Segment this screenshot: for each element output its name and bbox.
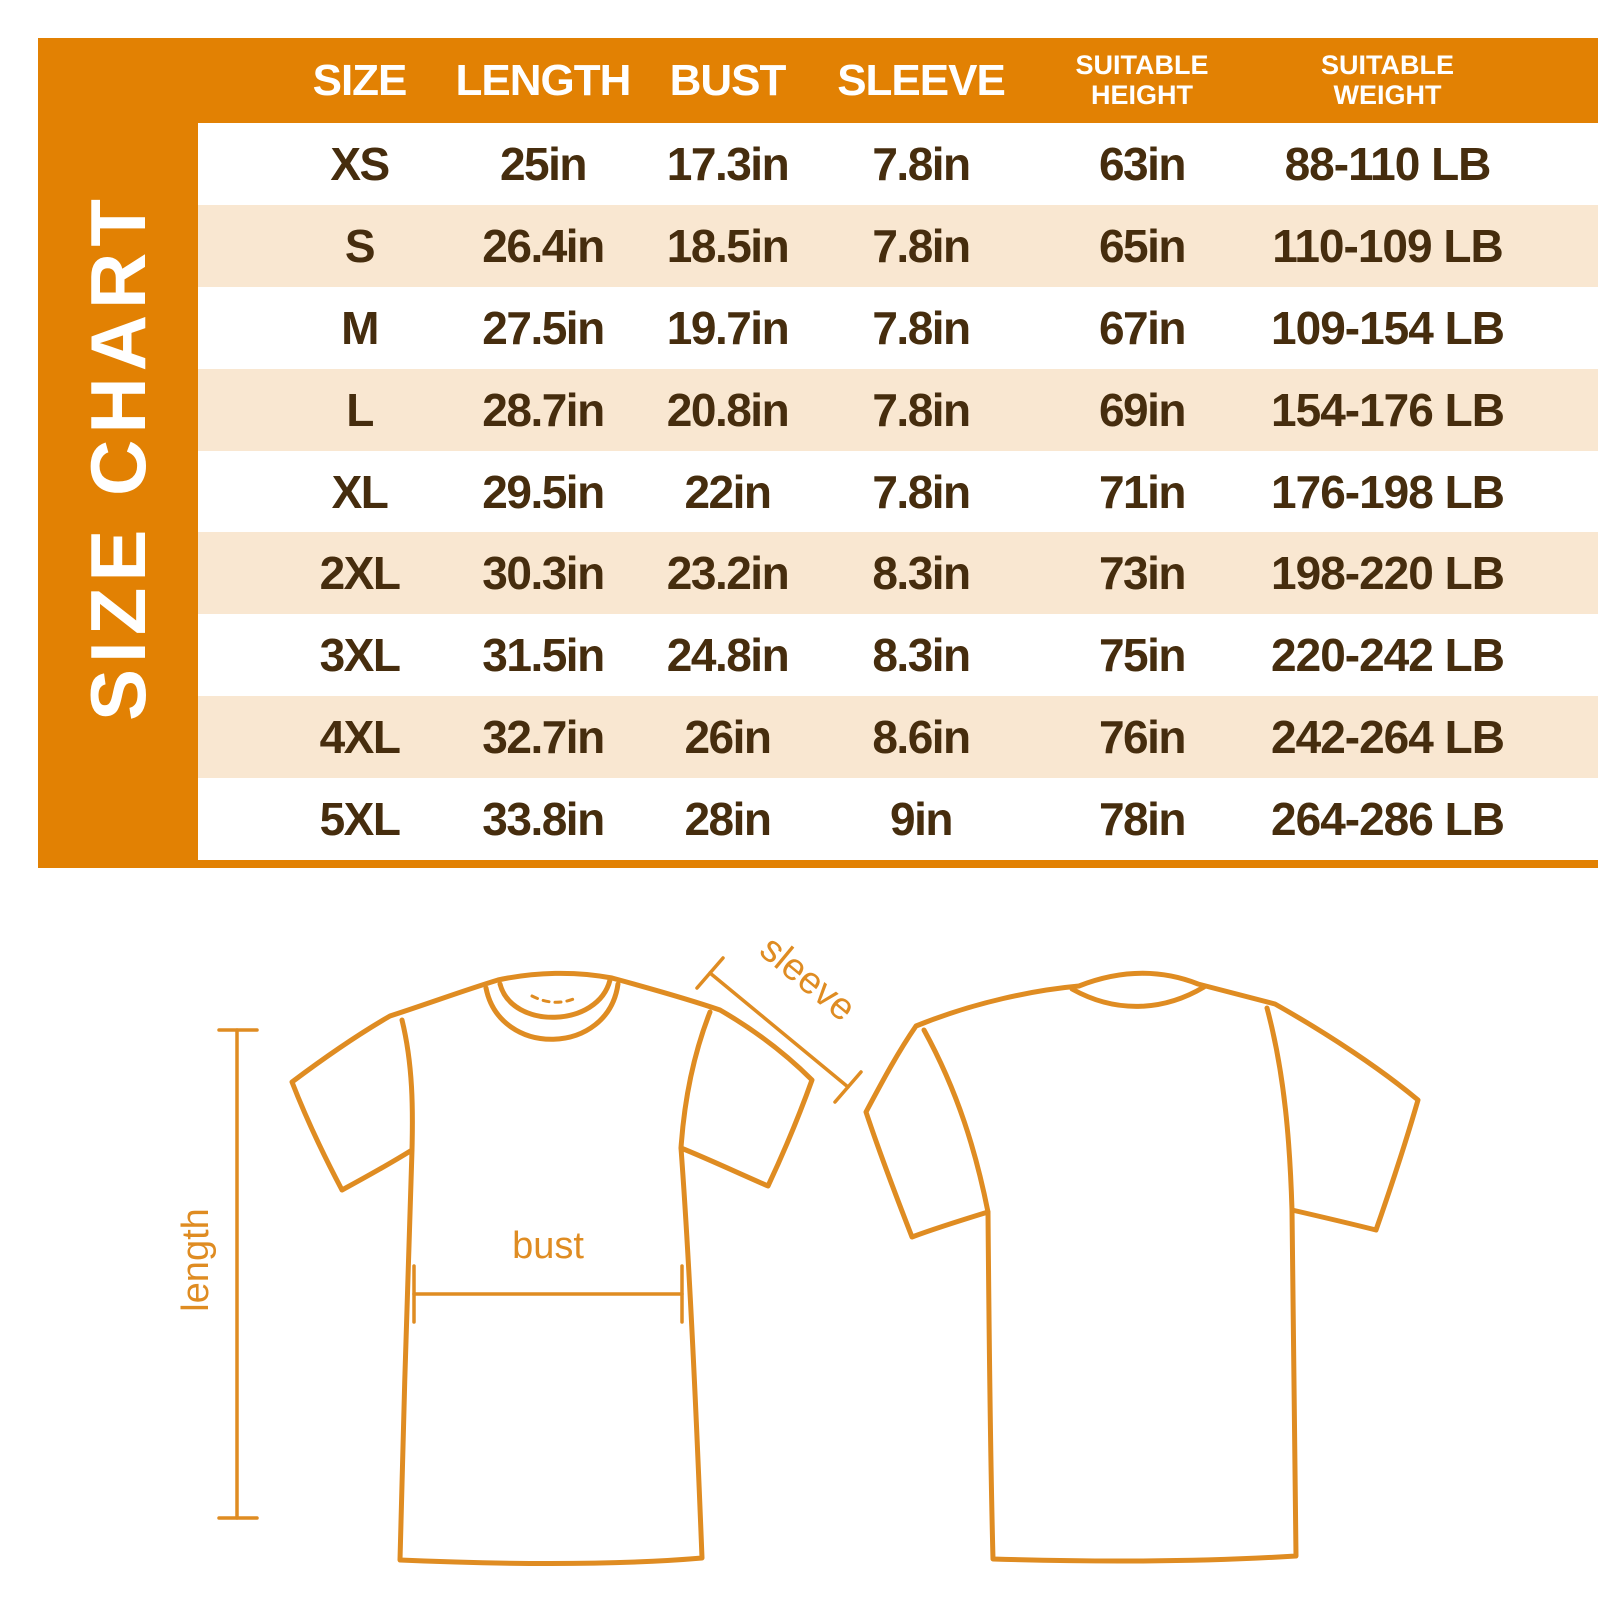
bust-cell: 17.3in (666, 137, 790, 190)
weight-cell: 198-220 LB (1271, 547, 1505, 600)
length-cell: 30.3in (482, 547, 605, 600)
length-cell: 29.5in (482, 465, 605, 518)
table-row: XS 25in 17.3in 7.8in 63in 88-110 LB (198, 123, 1598, 205)
column-header-suitable-weight: SUITABLE WEIGHT (1262, 51, 1598, 109)
bust-measure-line (412, 1264, 684, 1324)
table-row: 4XL 32.7in 26in 8.6in 76in 242-264 LB (198, 696, 1598, 779)
length-cell: 31.5in (482, 629, 605, 682)
size-cell: XL (331, 465, 389, 518)
sleeve-cell: 9in (890, 793, 953, 846)
height-cell: 65in (1098, 219, 1187, 272)
bust-label: bust (512, 1225, 584, 1267)
sleeve-label: sleeve (752, 928, 863, 1030)
sleeve-cell: 8.3in (872, 547, 971, 600)
weight-cell: 109-154 LB (1271, 301, 1505, 354)
size-chart-panel: SIZE LENGTH BUST SLEEVE SUITABLE HEIGHT … (38, 38, 1598, 868)
table-row: M 27.5in 19.7in 7.8in 67in 109-154 LB (198, 286, 1598, 369)
column-header-size: SIZE (312, 55, 408, 105)
size-cell: 2XL (319, 547, 401, 600)
header-line: WEIGHT (1333, 79, 1442, 110)
length-cell: 32.7in (482, 711, 605, 764)
weight-cell: 220-242 LB (1271, 629, 1505, 682)
weight-cell: 176-198 LB (1271, 465, 1505, 518)
weight-cell: 242-264 LB (1271, 711, 1505, 764)
table-header-row: SIZE LENGTH BUST SLEEVE SUITABLE HEIGHT … (198, 38, 1598, 123)
weight-cell: 154-176 LB (1271, 383, 1505, 436)
height-cell: 71in (1098, 465, 1187, 518)
page-title: SIZE CHART (38, 123, 198, 860)
column-header-length: LENGTH (455, 55, 632, 105)
tshirt-front-outline (289, 970, 815, 1566)
weight-cell: 110-109 LB (1272, 219, 1503, 272)
page-title-text: SIZE CHART (73, 192, 162, 721)
sleeve-cell: 8.6in (872, 711, 971, 764)
sleeve-cell: 7.8in (872, 301, 971, 354)
bust-cell: 20.8in (666, 383, 790, 436)
column-header-bust: BUST (669, 55, 787, 105)
bust-cell: 24.8in (666, 629, 790, 682)
height-cell: 67in (1098, 301, 1187, 354)
length-cell: 25in (499, 137, 588, 190)
sleeve-cell: 7.8in (872, 219, 971, 272)
length-cell: 28.7in (482, 383, 605, 436)
table-row: XL 29.5in 22in 7.8in 71in 176-198 LB (198, 450, 1598, 533)
bust-cell: 28in (684, 793, 772, 846)
length-measure-line (217, 1028, 259, 1520)
size-cell: XS (330, 137, 390, 190)
bust-cell: 23.2in (666, 547, 790, 600)
length-cell: 33.8in (482, 793, 605, 846)
height-cell: 69in (1098, 383, 1187, 436)
size-cell: 4XL (319, 711, 401, 764)
size-cell: M (341, 301, 379, 354)
table-row: 3XL 31.5in 24.8in 8.3in 75in 220-242 LB (198, 614, 1598, 697)
header-line: SUITABLE (1075, 50, 1209, 81)
height-cell: 78in (1098, 793, 1187, 846)
header-line: SUITABLE (1321, 50, 1454, 81)
height-cell: 76in (1098, 711, 1187, 764)
length-label: length (175, 1208, 217, 1312)
column-header-suitable-height: SUITABLE HEIGHT (1022, 51, 1262, 109)
tshirt-back-outline (863, 970, 1421, 1564)
measurement-diagram: length bust sleeve (0, 900, 1600, 1600)
size-cell: 5XL (319, 793, 401, 846)
size-cell: 3XL (319, 629, 401, 682)
size-table: XS 25in 17.3in 7.8in 63in 88-110 LB S 26… (198, 123, 1598, 861)
sleeve-measure-line (695, 956, 863, 1104)
bust-cell: 19.7in (666, 301, 790, 354)
sleeve-cell: 7.8in (872, 137, 971, 190)
bust-cell: 18.5in (666, 219, 790, 272)
sleeve-cell: 8.3in (872, 629, 971, 682)
column-header-sleeve: SLEEVE (837, 55, 1006, 105)
height-cell: 73in (1098, 547, 1187, 600)
size-cell: S (344, 219, 376, 272)
weight-cell: 264-286 LB (1271, 793, 1505, 846)
size-cell: L (346, 383, 374, 436)
header-line: HEIGHT (1090, 79, 1193, 110)
length-cell: 26.4in (482, 219, 605, 272)
weight-cell: 88-110 LB (1284, 137, 1492, 190)
table-row: 2XL 30.3in 23.2in 8.3in 73in 198-220 LB (198, 532, 1598, 615)
table-row: S 26.4in 18.5in 7.8in 65in 110-109 LB (198, 204, 1598, 287)
bust-cell: 26in (684, 711, 772, 764)
height-cell: 75in (1098, 629, 1187, 682)
sleeve-cell: 7.8in (872, 383, 971, 436)
sleeve-cell: 7.8in (872, 465, 971, 518)
table-row: 5XL 33.8in 28in 9in 78in 264-286 LB (198, 778, 1598, 861)
bust-cell: 22in (684, 465, 772, 518)
table-row: L 28.7in 20.8in 7.8in 69in 154-176 LB (198, 368, 1598, 451)
height-cell: 63in (1098, 137, 1187, 190)
length-cell: 27.5in (482, 301, 605, 354)
